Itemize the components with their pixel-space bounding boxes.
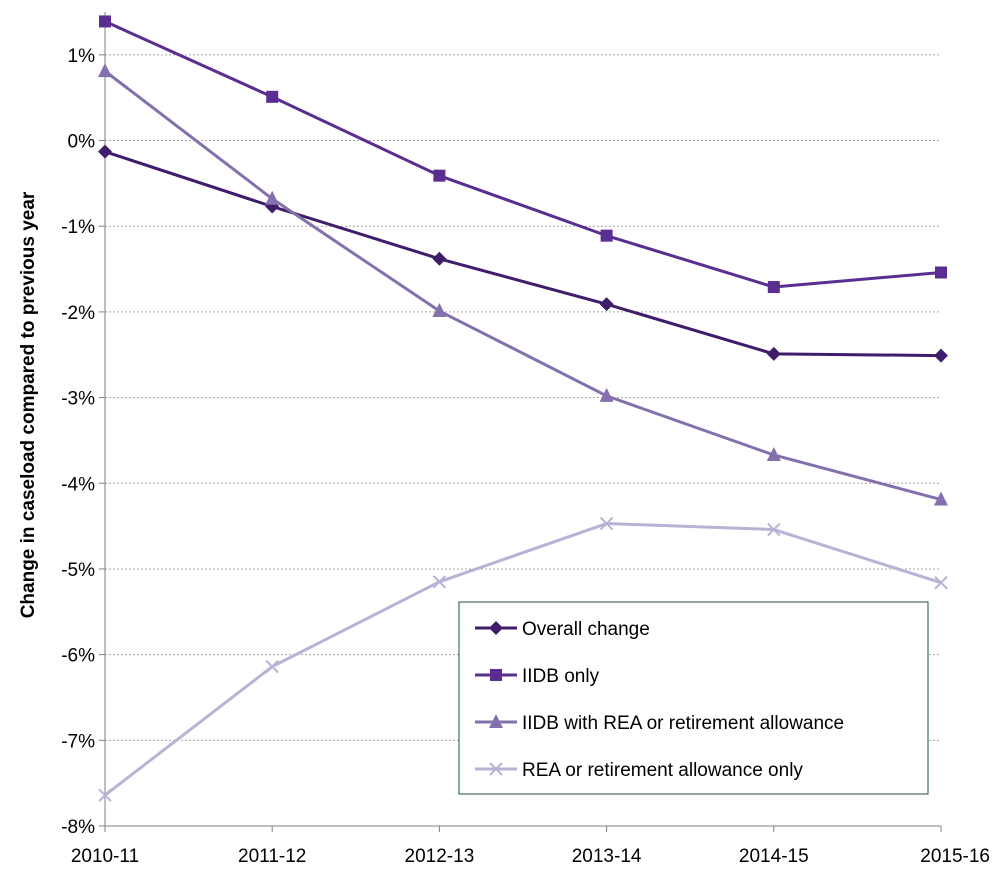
legend-label: REA or retirement allowance only: [522, 760, 803, 781]
x-tick-label: 2010-11: [71, 846, 139, 867]
data-point: [98, 788, 112, 802]
data-point: [766, 446, 781, 461]
y-tick-label: -2%: [61, 303, 95, 324]
y-tick-label: -1%: [61, 217, 95, 238]
legend-item: Overall change: [475, 619, 650, 640]
legend-swatch-marker: [489, 621, 503, 635]
x-tick-label: 2011-12: [238, 846, 306, 867]
x-tick-label: 2014-15: [739, 846, 809, 867]
legend-label: IIDB with REA or retirement allowance: [522, 713, 844, 734]
data-point: [767, 281, 780, 294]
x-tick-label: 2015-16: [920, 846, 990, 867]
series-line: [104, 69, 942, 501]
data-point: [432, 303, 447, 318]
legend: Overall change IIDB only IIDB with REA or …: [458, 601, 929, 795]
series-iidb-with-rea-or-retirement-allowance: [98, 63, 948, 506]
y-tick-label: -5%: [61, 560, 95, 581]
data-point: [934, 348, 948, 363]
data-point: [99, 15, 111, 28]
y-tick-label: -4%: [61, 474, 95, 495]
x-tick-label: 2012-13: [405, 846, 475, 867]
y-tick-label: 1%: [68, 46, 96, 67]
legend-label: IIDB only: [522, 666, 600, 687]
legend-item: REA or retirement allowance only: [475, 760, 803, 781]
series-line: [104, 20, 942, 289]
data-point: [599, 516, 614, 531]
data-point: [98, 144, 112, 159]
y-tick-label: -8%: [61, 817, 95, 838]
legend-box: [458, 601, 929, 795]
y-tick-label: -7%: [61, 731, 95, 752]
legend-item: IIDB only: [475, 666, 600, 687]
series-rea-or-retirement-allowance-only: [98, 516, 948, 802]
data-point: [432, 251, 447, 266]
y-axis-tick-labels: 1% 0% -1% -2% -3% -4% -5% -6% -7% -8%: [61, 46, 95, 838]
data-point: [935, 266, 947, 279]
data-point: [766, 346, 781, 361]
series-line: [104, 150, 942, 358]
series-group: [98, 15, 948, 802]
legend-swatch-marker: [489, 762, 503, 776]
data-point: [266, 90, 279, 103]
y-tick-label: -6%: [61, 646, 95, 667]
legend-swatch-marker: [490, 669, 502, 681]
data-point: [433, 169, 446, 182]
x-tick-label: 2013-14: [572, 846, 642, 867]
legend-label: Overall change: [522, 619, 650, 640]
y-axis-title: Change in caseload compared to previous …: [18, 191, 39, 618]
x-axis-tick-labels: 2010-11 2011-12 2012-13 2013-14 2014-15 2015-…: [71, 846, 990, 867]
series-overall-change: [98, 144, 948, 363]
data-point: [934, 575, 948, 590]
data-point: [600, 229, 613, 242]
y-tick-label: 0%: [68, 132, 96, 153]
data-point: [934, 491, 948, 506]
series-iidb-only: [99, 15, 947, 294]
legend-swatch-marker: [489, 714, 503, 728]
data-point: [599, 297, 614, 312]
legend-item: IIDB with REA or retirement allowance: [475, 713, 844, 734]
data-point: [265, 659, 279, 674]
data-point: [767, 522, 781, 537]
data-point: [98, 63, 112, 78]
data-point: [432, 575, 447, 589]
data-point: [265, 190, 280, 205]
y-tick-label: -3%: [61, 389, 95, 410]
data-point: [599, 387, 614, 402]
series-line: [104, 522, 942, 797]
